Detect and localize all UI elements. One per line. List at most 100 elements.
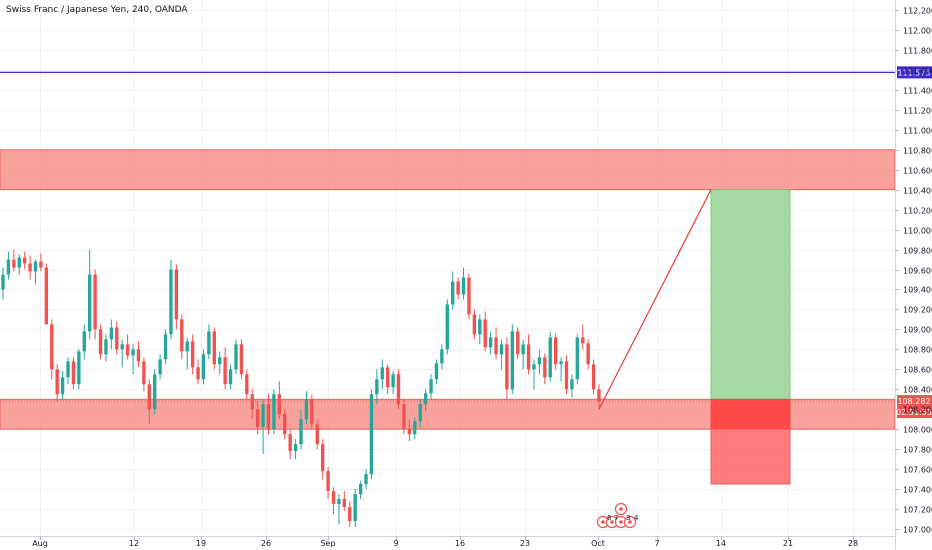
supply-zone[interactable] — [0, 149, 896, 191]
candle-body[interactable] — [180, 319, 184, 352]
candle-body[interactable] — [499, 344, 504, 355]
candle-body[interactable] — [288, 434, 292, 452]
candle-body[interactable] — [60, 377, 65, 395]
candle-body[interactable] — [553, 337, 558, 365]
candle-body[interactable] — [402, 404, 406, 430]
candle-body[interactable] — [261, 404, 265, 428]
candle-body[interactable] — [342, 499, 347, 508]
candle-body[interactable] — [66, 361, 70, 378]
candle-body[interactable] — [320, 444, 325, 472]
candle-body[interactable] — [348, 507, 352, 522]
candle-body[interactable] — [478, 319, 482, 335]
candle-body[interactable] — [277, 394, 282, 415]
candle-body[interactable] — [451, 281, 455, 305]
candle-body[interactable] — [429, 379, 433, 394]
candle-body[interactable] — [77, 351, 81, 385]
candle-body[interactable] — [212, 331, 216, 365]
candle-body[interactable] — [201, 354, 206, 380]
candle-body[interactable] — [245, 374, 249, 395]
candle-body[interactable] — [44, 267, 49, 325]
candle-body[interactable] — [250, 394, 254, 410]
candle-body[interactable] — [174, 269, 179, 320]
candle-body[interactable] — [407, 429, 412, 435]
candle-body[interactable] — [82, 331, 86, 352]
candle-body[interactable] — [331, 491, 336, 505]
candle-body[interactable] — [445, 304, 449, 350]
candle-body[interactable] — [396, 374, 401, 405]
candle-body[interactable] — [39, 261, 43, 268]
candle-body[interactable] — [131, 349, 135, 356]
candle-body[interactable] — [505, 344, 509, 390]
candle-body[interactable] — [591, 364, 596, 390]
candle-body[interactable] — [218, 357, 222, 365]
candle-body[interactable] — [472, 314, 477, 335]
candle-body[interactable] — [207, 331, 211, 355]
candle-body[interactable] — [12, 259, 16, 268]
candle-body[interactable] — [50, 324, 54, 370]
candle-body[interactable] — [597, 389, 601, 402]
candle-body[interactable] — [147, 384, 151, 410]
candle-body[interactable] — [158, 359, 162, 375]
candle-body[interactable] — [163, 334, 168, 360]
candle-body[interactable] — [526, 344, 531, 370]
candle-body[interactable] — [255, 409, 260, 428]
candle-body[interactable] — [413, 421, 417, 435]
candle-body[interactable] — [337, 499, 341, 505]
candle-body[interactable] — [185, 341, 189, 352]
candle-body[interactable] — [494, 337, 498, 355]
candle-body[interactable] — [120, 344, 124, 350]
candle-body[interactable] — [17, 257, 21, 268]
candle-body[interactable] — [375, 379, 379, 395]
candle-body[interactable] — [559, 361, 563, 365]
candle-body[interactable] — [293, 444, 298, 452]
candle-body[interactable] — [440, 349, 444, 364]
candle-body[interactable] — [564, 361, 569, 390]
candle-body[interactable] — [510, 331, 514, 390]
candle-body[interactable] — [575, 337, 580, 380]
candle-body[interactable] — [380, 367, 384, 380]
candle-body[interactable] — [548, 337, 552, 378]
candle-body[interactable] — [115, 327, 119, 350]
candle-body[interactable] — [71, 361, 76, 385]
candle-body[interactable] — [234, 344, 238, 370]
candle-body[interactable] — [310, 399, 314, 425]
candle-body[interactable] — [98, 329, 103, 355]
candle-body[interactable] — [153, 374, 157, 410]
candle-body[interactable] — [283, 414, 287, 435]
candle-body[interactable] — [136, 349, 141, 362]
candle-body[interactable] — [418, 404, 422, 422]
candle-body[interactable] — [239, 344, 244, 375]
candle-body[interactable] — [423, 393, 428, 405]
candle-body[interactable] — [521, 344, 525, 355]
candle-body[interactable] — [125, 344, 130, 356]
candle-body[interactable] — [33, 261, 38, 272]
candle-body[interactable] — [109, 327, 114, 340]
candle-body[interactable] — [353, 494, 357, 522]
candle-body[interactable] — [88, 274, 92, 332]
candle-body[interactable] — [543, 357, 547, 378]
candle-body[interactable] — [516, 331, 520, 355]
candle-body[interactable] — [570, 379, 574, 390]
candle-body[interactable] — [28, 263, 32, 272]
candle-body[interactable] — [434, 363, 439, 380]
candle-body[interactable] — [304, 399, 309, 420]
candle-body[interactable] — [483, 319, 487, 348]
position-target-area[interactable] — [710, 189, 791, 400]
candle-body[interactable] — [169, 269, 173, 335]
candle-body[interactable] — [6, 259, 11, 275]
candle-body[interactable] — [1, 274, 5, 290]
candle-body[interactable] — [190, 341, 195, 368]
candle-body[interactable] — [315, 424, 319, 445]
candle-body[interactable] — [55, 369, 59, 395]
candle-body[interactable] — [461, 277, 466, 295]
candle-body[interactable] — [326, 471, 330, 492]
projection-line[interactable] — [598, 189, 712, 410]
candle-body[interactable] — [228, 369, 233, 385]
candle-body[interactable] — [488, 337, 493, 348]
candle-body[interactable] — [196, 367, 200, 380]
candle-body[interactable] — [581, 337, 585, 344]
candle-body[interactable] — [532, 364, 536, 370]
candle-body[interactable] — [142, 361, 146, 385]
candle-body[interactable] — [537, 357, 542, 365]
